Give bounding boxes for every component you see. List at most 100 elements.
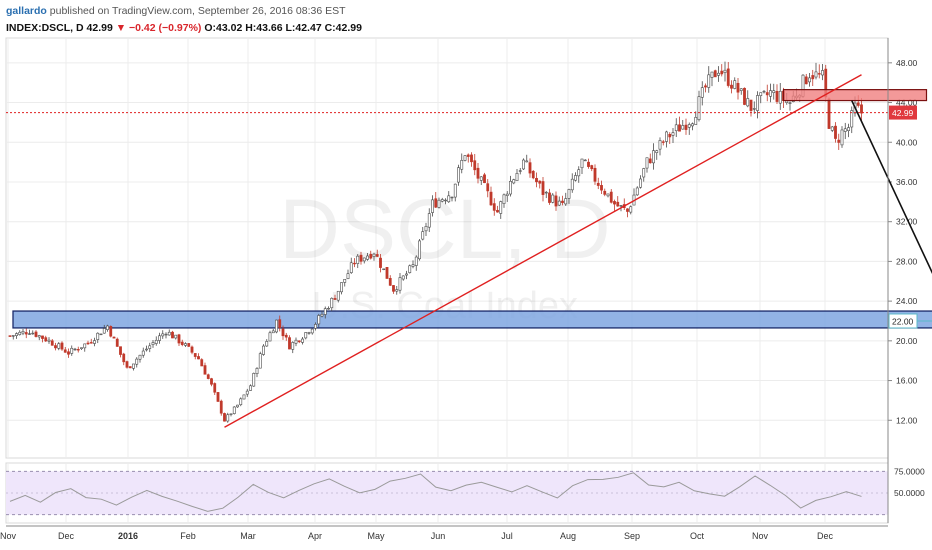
candle-body [284, 334, 288, 338]
candle-body [544, 191, 548, 194]
candle-body [668, 133, 672, 138]
candle-body [249, 385, 252, 391]
candle-body [531, 170, 535, 179]
candle-body [366, 255, 369, 260]
candle-body [167, 331, 171, 336]
y-tick-label: 32.00 [896, 217, 918, 227]
author-link[interactable]: gallardo [6, 5, 47, 17]
candle-body [457, 167, 460, 183]
candle-body [174, 334, 178, 339]
candle-body [216, 392, 220, 402]
candle-body [681, 125, 685, 130]
candle-body [304, 332, 308, 339]
candle-body [564, 198, 568, 205]
candle-body [310, 328, 314, 334]
support-zone [12, 310, 932, 329]
candle-body [512, 179, 516, 184]
candle-body [307, 332, 311, 334]
symbol-name[interactable]: INDEX:DSCL, D [6, 22, 84, 34]
candle-body [239, 398, 243, 406]
candle-body [470, 154, 473, 163]
candle-body [60, 342, 64, 350]
candle-body [444, 199, 447, 202]
candle-body [489, 191, 493, 206]
candle-body [340, 282, 343, 293]
candle-body [258, 353, 262, 369]
candle-body [522, 159, 525, 170]
candle-body [645, 157, 649, 169]
candle-body [691, 123, 694, 127]
candle-body [837, 139, 841, 143]
rsi-line [9, 472, 862, 512]
candle-body [717, 72, 720, 76]
candle-body [336, 290, 340, 301]
candle-body [223, 413, 226, 422]
candle-body [655, 150, 659, 153]
candle-body [301, 338, 304, 343]
candle-body [44, 337, 48, 342]
candle-body [395, 289, 399, 292]
candle-body [47, 339, 51, 342]
x-tick-label: Apr [308, 531, 322, 541]
candle-body [496, 209, 499, 213]
candle-body [112, 336, 116, 339]
candle-body [447, 195, 451, 203]
publish-info: gallardo published on TradingView.com, S… [6, 5, 346, 17]
candle-body [408, 265, 412, 273]
candle-body [242, 394, 246, 400]
candle-body [411, 264, 415, 267]
watermark-symbol: DSCL, D [279, 182, 610, 276]
candle-body [375, 254, 379, 257]
x-tick-label: Oct [690, 531, 705, 541]
candle-body [778, 90, 782, 104]
candle-body [54, 345, 57, 349]
candle-body [119, 346, 122, 355]
candle-body [359, 254, 363, 262]
candle-body [15, 333, 18, 336]
candle-body [421, 231, 425, 240]
support-marker-label: 22.00 [892, 316, 914, 326]
candle-body [193, 353, 197, 357]
candle-body [557, 200, 561, 206]
candle-body [483, 174, 486, 184]
y-tick-label: 48.00 [896, 58, 918, 68]
y-tick-label: 28.00 [896, 256, 918, 266]
candle-body [28, 333, 31, 335]
candle-body [197, 356, 200, 360]
candle-body [606, 193, 610, 197]
candle-body [437, 199, 441, 208]
candle-body [626, 208, 629, 212]
candle-body [372, 253, 376, 257]
candle-body [236, 404, 239, 408]
candle-body [548, 192, 551, 203]
candle-body [723, 69, 727, 73]
ohlc-values: O:43.02 H:43.66 L:42.47 C:42.99 [204, 22, 362, 34]
candle-body [743, 87, 746, 105]
candle-body [109, 326, 113, 337]
candle-body [505, 193, 509, 196]
candle-body [275, 319, 278, 333]
last-price: 42.99 [86, 22, 113, 34]
candle-body [648, 158, 652, 164]
candle-body [398, 277, 402, 291]
candle-body [379, 257, 382, 268]
candle-body [392, 285, 395, 292]
candle-body [93, 340, 96, 344]
candle-body [122, 353, 126, 363]
candle-body [830, 126, 834, 131]
candle-body [603, 190, 607, 195]
candle-body [89, 342, 93, 344]
candle-body [314, 324, 317, 329]
candle-body [642, 168, 646, 178]
candle-body [96, 332, 100, 340]
x-tick-label: Nov [0, 531, 16, 541]
candle-body [76, 349, 80, 351]
candle-body [271, 330, 275, 334]
candle-body [700, 87, 704, 98]
candle-body [587, 161, 590, 167]
projection-arrow-line [851, 100, 932, 275]
rsi-tick-label: 75.0000 [894, 466, 925, 476]
candle-body [148, 345, 152, 349]
